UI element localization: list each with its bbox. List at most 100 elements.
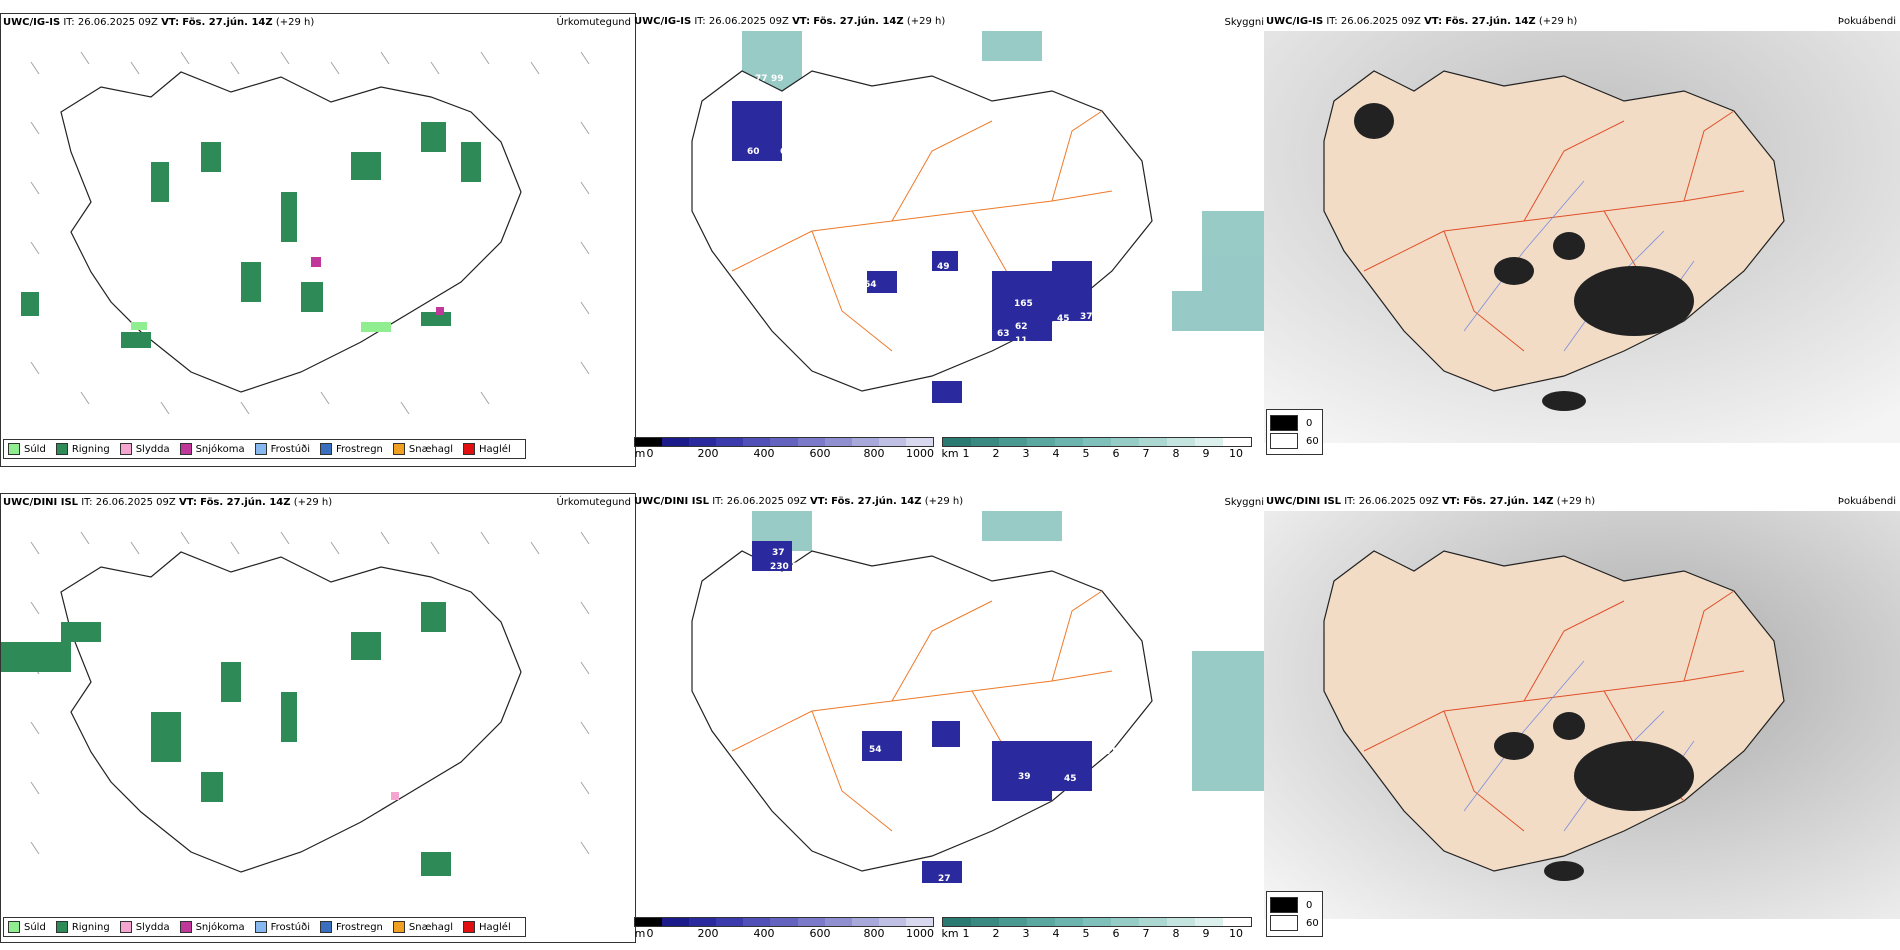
legend-swatch [179, 443, 192, 455]
cloud-base-label: 62 [1015, 322, 1028, 332]
lead-time: (+29 h) [906, 16, 946, 27]
colorbar-segment [1083, 438, 1111, 446]
precip-map [1, 531, 590, 876]
panel-header: UWC/IG-IS IT: 26.06.2025 09Z VT: Fös. 27… [1264, 13, 1900, 31]
colorbar-segment [797, 438, 825, 446]
scale-unit: m [634, 447, 646, 460]
panel-title: Skyggni [1224, 17, 1264, 28]
valid-time: Fös. 27.jún. 14Z [182, 17, 273, 28]
colorbar-segment [905, 438, 934, 446]
model-name: UWC/DINI ISL [3, 497, 79, 508]
precip-panel-top: UWC/IG-IS IT: 26.06.2025 09Z VT: Fös. 27… [0, 13, 636, 467]
colorbar-segment [770, 438, 798, 446]
cloud-panel-bottom: UWC/DINI ISL IT: 26.06.2025 09Z VT: Fös.… [632, 493, 1264, 941]
colorbar-segment [878, 438, 906, 446]
scale-tick: 8 [1172, 927, 1180, 940]
scale-tick: 8 [1172, 447, 1180, 460]
scale-tick: 1000 [906, 447, 934, 460]
colorbar-segment [1111, 918, 1139, 926]
lead-time: (+29 h) [293, 497, 333, 508]
cloud-base-colorbar [634, 917, 934, 927]
colorbar-segment [1167, 438, 1195, 446]
legend-item: Snjókoma [179, 921, 245, 933]
colorbar-segment [1195, 438, 1223, 446]
init-time: 26.06.2025 09Z [95, 497, 176, 508]
valid-time: Fös. 27.jún. 14Z [200, 497, 291, 508]
colorbar-segment [716, 438, 744, 446]
cloud-base-label: 11 [1015, 336, 1028, 346]
scale-tick: 800 [863, 447, 885, 460]
scale-tick: 5 [1082, 447, 1090, 460]
scale-tick: 7 [1142, 447, 1150, 460]
cloud-base-label: 53 [909, 872, 922, 882]
legend-item: Snæhagl [392, 921, 453, 933]
colorbar-segment [1055, 438, 1083, 446]
cloud-base-label: 60 [747, 147, 760, 157]
cloud-base-label: 37 [1080, 312, 1093, 322]
colorbar-segment [743, 438, 771, 446]
cloud-base-label: 42 [909, 401, 922, 411]
cloud-base-label: 39 [1018, 772, 1031, 782]
cloud-base-label: 140 [977, 79, 996, 89]
scale-tick: 1 [962, 927, 970, 940]
legend-swatch [463, 443, 476, 455]
cloud-base-label: 78 [1106, 747, 1119, 757]
scale-tick: 4 [1052, 927, 1060, 940]
scale-tick: 0 [646, 927, 654, 940]
panel-title: Þokuábendi [1837, 16, 1896, 27]
colorbar-segment [1027, 918, 1055, 926]
scale-tick: 9 [1202, 447, 1210, 460]
colorbar-segment [662, 918, 690, 926]
scale-tick: 2 [992, 927, 1000, 940]
colorbar-segment [1167, 918, 1195, 926]
panel-title: Úrkomutegund [556, 497, 631, 508]
init-time: 26.06.2025 09Z [1340, 16, 1421, 27]
panel-header: UWC/IG-IS IT: 26.06.2025 09Z VT: Fös. 27… [634, 16, 946, 27]
colorbar-segment [824, 918, 852, 926]
legend-item: Slydda [119, 921, 170, 933]
scale-tick: 800 [863, 927, 885, 940]
colorbar-segment [943, 918, 971, 926]
cloud-base-colorbar [634, 437, 934, 447]
legend-item: Rigning [55, 443, 110, 455]
init-time: 26.06.2025 09Z [1358, 496, 1439, 507]
fog-map [1264, 31, 1900, 443]
valid-time: Fös. 27.jún. 14Z [831, 496, 922, 507]
panel-title: Úrkomutegund [556, 17, 631, 28]
scale-tick: 3 [1022, 927, 1030, 940]
scale-tick: 9 [1202, 927, 1210, 940]
legend-swatch [8, 443, 20, 455]
legend-item: Snjókoma [179, 443, 245, 455]
cloud-panel-top: UWC/IG-IS IT: 26.06.2025 09Z VT: Fös. 27… [632, 13, 1264, 465]
colorbar-segment [1027, 438, 1055, 446]
scale-tick: 2 [992, 447, 1000, 460]
legend-item: Súld [8, 443, 46, 455]
scale-tick: 1000 [906, 927, 934, 940]
cloud-base-label: 99 [771, 74, 784, 84]
scale-tick: 5 [1082, 927, 1090, 940]
colorbar-segment [1195, 918, 1223, 926]
visibility-colorbar [942, 437, 1252, 447]
cloud-base-label: 58 [1107, 279, 1120, 289]
legend-item: 0 [1270, 897, 1319, 913]
cloud-base-scale: m 0 200 400 600 800 1000 [634, 917, 934, 941]
colorbar-segment [1083, 918, 1111, 926]
scale-tick: 3 [1022, 447, 1030, 460]
scale-unit: m [634, 927, 646, 940]
fog-panel-bottom: UWC/DINI ISL IT: 26.06.2025 09Z VT: Fös.… [1264, 493, 1900, 941]
model-name: UWC/DINI ISL [1266, 496, 1342, 507]
legend-item: Frostregn [320, 921, 383, 933]
scale-tick: 6 [1112, 927, 1120, 940]
cloud-base-label: 77 [755, 74, 768, 84]
scale-tick: 1 [962, 447, 970, 460]
lead-time: (+29 h) [1538, 16, 1578, 27]
colorbar-segment [716, 918, 744, 926]
legend-item: Rigning [55, 921, 110, 933]
scale-tick: 600 [809, 927, 831, 940]
visibility-colorbar [942, 917, 1252, 927]
legend-item: 60 [1270, 915, 1319, 931]
colorbar-segment [1055, 918, 1083, 926]
legend-item: Súld [8, 921, 46, 933]
scale-tick: 10 [1229, 447, 1243, 460]
panel-title: Skyggni [1224, 497, 1264, 508]
